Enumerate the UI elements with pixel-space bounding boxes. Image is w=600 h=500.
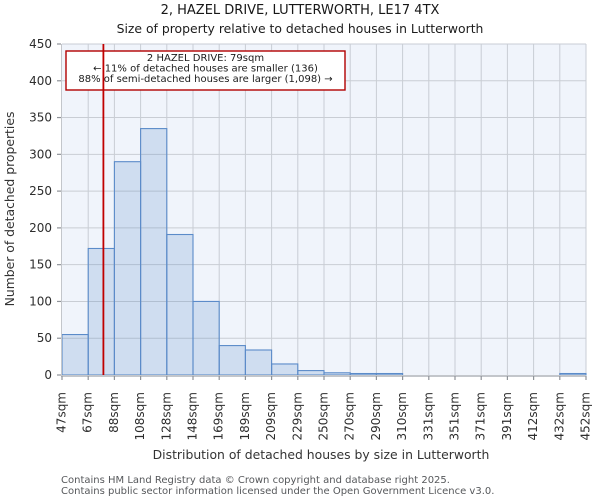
histogram-bar [218,345,246,376]
axes-layer [57,43,587,380]
x-tick-label: 270sqm [343,392,357,440]
x-tick-label: 47sqm [55,392,69,433]
y-tick-label: 250 [29,184,52,198]
x-axis-title: Distribution of detached houses by size … [153,447,490,462]
histogram-chart: 2 HAZEL DRIVE: 79sqm ← 11% of detached h… [2,37,593,462]
x-tick-label: 250sqm [317,392,331,440]
x-tick-label: 452sqm [579,392,593,440]
annotation-box [65,50,346,91]
histogram-bar [375,372,404,376]
x-tick-label: 67sqm [81,392,95,433]
x-tick-label: 290sqm [369,392,383,440]
footer-attribution-1: Contains HM Land Registry data © Crown c… [61,475,450,486]
histogram-bar [61,333,89,376]
y-tick-label: 350 [29,111,52,125]
y-tick-label: 300 [29,147,52,161]
x-tick-label: 351sqm [448,392,462,440]
histogram-bar [192,300,220,376]
x-tick-label: 88sqm [107,392,121,433]
histogram-bar [113,161,142,376]
y-tick-label: 400 [29,74,52,88]
chart-title: 2, HAZEL DRIVE, LUTTERWORTH, LE17 4TX [160,3,440,18]
x-tick-label: 391sqm [500,392,514,440]
x-tick-label: 209sqm [264,392,278,440]
x-tick-label: 371sqm [474,392,488,440]
histogram-bar [271,363,299,376]
chart-subtitle: Size of property relative to detached ho… [116,21,484,36]
x-tick-label: 148sqm [186,392,200,440]
bars-layer [61,128,587,376]
histogram-bar [244,349,273,376]
histogram-bar [297,370,325,376]
tick-label-layer: 0 50 100 150 200 250 300 350 400 450 47sqm 67sqm 88s… [29,37,592,440]
x-tick-label: 310sqm [395,392,409,440]
y-tick-label: 100 [29,294,52,308]
annotation-callout: 2 HAZEL DRIVE: 79sqm ← 11% of detached h… [65,50,346,91]
x-tick-label: 412sqm [526,392,540,440]
y-tick-label: 450 [29,37,52,51]
y-tick-label: 150 [29,258,52,272]
y-tick-label: 200 [29,221,52,235]
annotation-line-2: ← 11% of detached houses are smaller (13… [93,64,318,75]
annotation-line-3: 88% of semi-detached houses are larger (… [78,74,332,85]
x-tick-label: 169sqm [212,392,226,440]
y-tick-label: 50 [37,331,52,345]
footer-attribution-2: Contains public sector information licen… [61,486,495,497]
histogram-bar [87,247,115,376]
histogram-bar [323,372,351,376]
x-tick-label: 432sqm [552,392,566,440]
x-tick-label: 189sqm [238,392,252,440]
histogram-bar [166,233,194,376]
histogram-bar [140,128,168,376]
histogram-bar [349,372,377,376]
y-tick-label: 0 [44,368,52,382]
x-tick-label: 108sqm [133,392,147,440]
annotation-line-1: 2 HAZEL DRIVE: 79sqm [147,53,264,64]
histogram-bar [559,372,587,376]
y-axis-title: Number of detached properties [2,112,17,307]
x-tick-label: 128sqm [159,392,173,440]
x-tick-label: 229sqm [290,392,304,440]
x-tick-label: 331sqm [421,392,435,440]
